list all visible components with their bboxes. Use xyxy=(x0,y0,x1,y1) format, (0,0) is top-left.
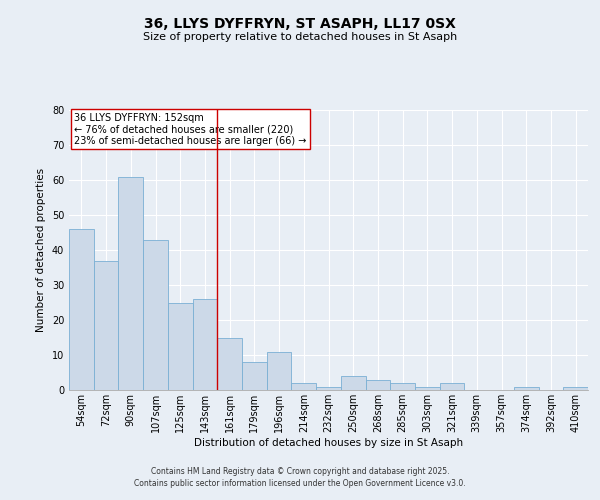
Bar xyxy=(267,352,292,390)
Bar xyxy=(217,338,242,390)
Bar xyxy=(514,386,539,390)
Y-axis label: Number of detached properties: Number of detached properties xyxy=(36,168,46,332)
Bar xyxy=(341,376,365,390)
Text: Contains HM Land Registry data © Crown copyright and database right 2025.
Contai: Contains HM Land Registry data © Crown c… xyxy=(134,466,466,487)
Bar xyxy=(563,386,588,390)
Bar xyxy=(193,299,217,390)
Bar xyxy=(242,362,267,390)
Text: 36, LLYS DYFFRYN, ST ASAPH, LL17 0SX: 36, LLYS DYFFRYN, ST ASAPH, LL17 0SX xyxy=(144,18,456,32)
Bar xyxy=(118,176,143,390)
X-axis label: Distribution of detached houses by size in St Asaph: Distribution of detached houses by size … xyxy=(194,438,463,448)
Bar xyxy=(390,383,415,390)
Bar xyxy=(69,229,94,390)
Bar xyxy=(168,302,193,390)
Bar xyxy=(94,260,118,390)
Bar xyxy=(316,386,341,390)
Bar xyxy=(415,386,440,390)
Text: Size of property relative to detached houses in St Asaph: Size of property relative to detached ho… xyxy=(143,32,457,42)
Bar xyxy=(365,380,390,390)
Bar xyxy=(440,383,464,390)
Text: 36 LLYS DYFFRYN: 152sqm
← 76% of detached houses are smaller (220)
23% of semi-d: 36 LLYS DYFFRYN: 152sqm ← 76% of detache… xyxy=(74,113,307,146)
Bar xyxy=(143,240,168,390)
Bar xyxy=(292,383,316,390)
